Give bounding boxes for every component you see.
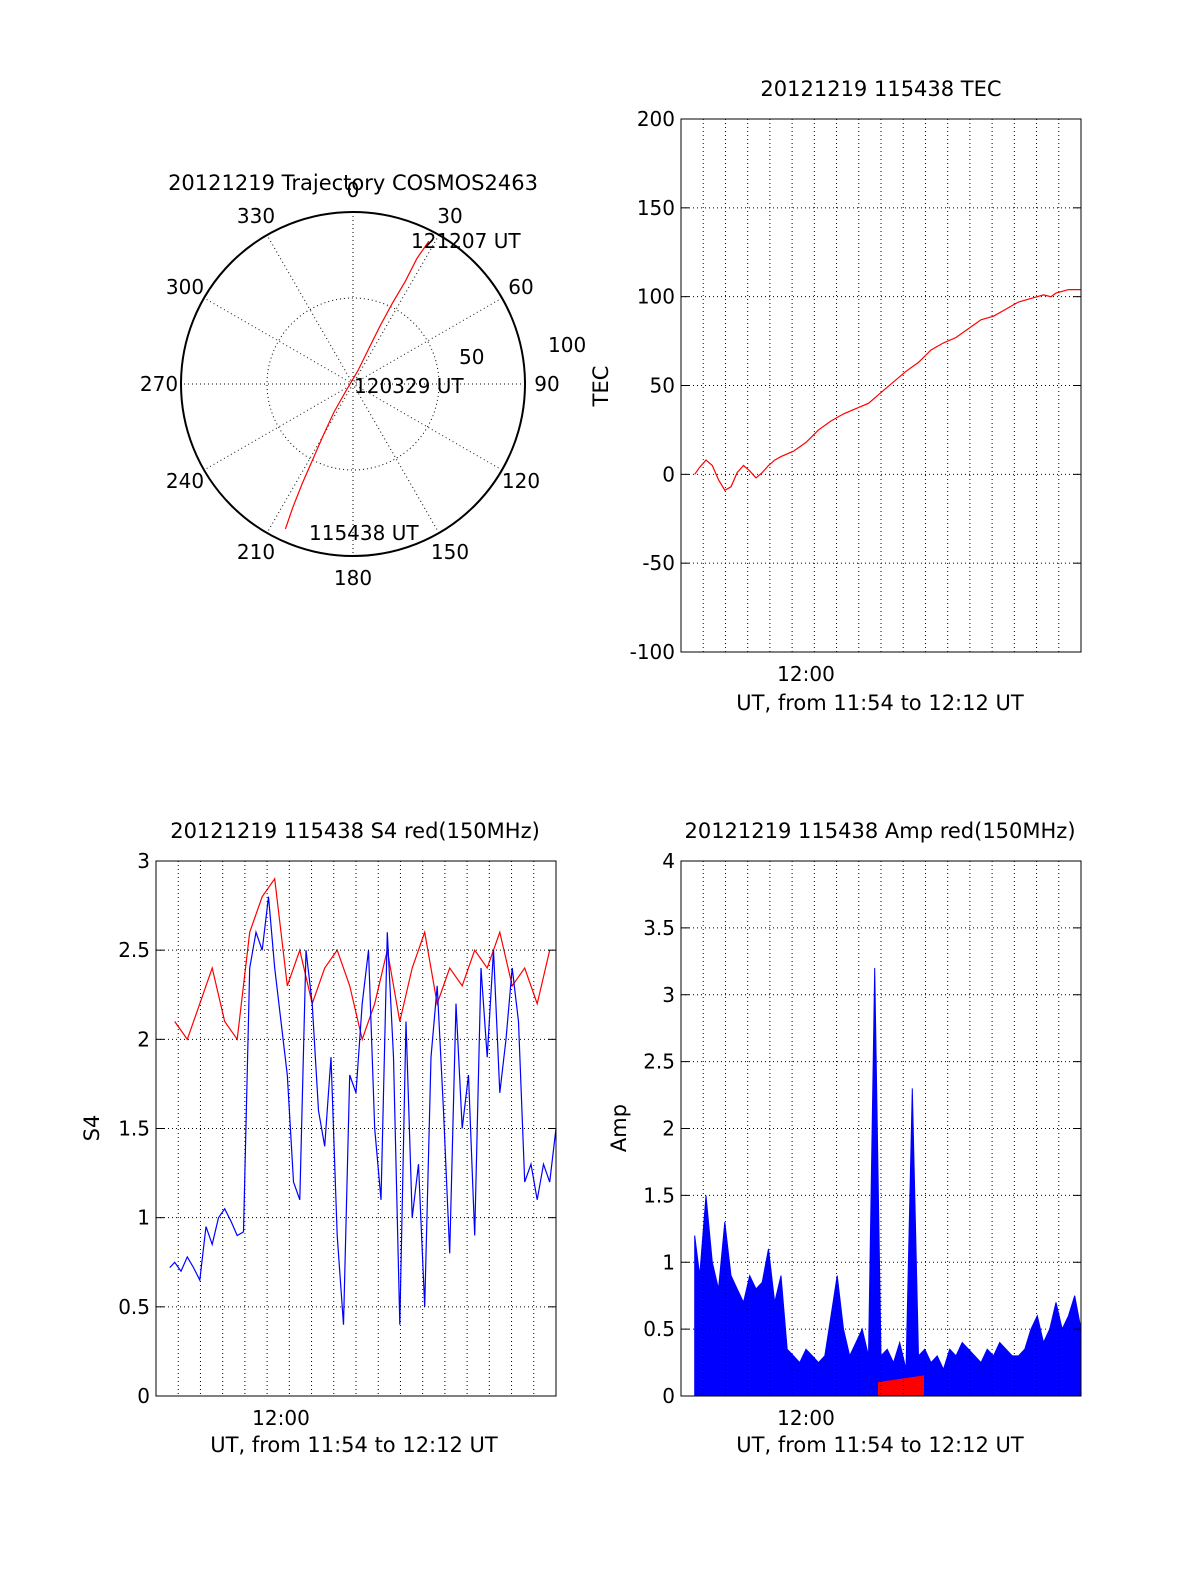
s4-y-axis-label: S4 xyxy=(80,1115,104,1142)
amp-grid xyxy=(681,860,1081,1397)
amp-y-tick-label: 3.5 xyxy=(643,916,675,940)
amp-plot-frame xyxy=(680,860,1082,1397)
tec-y-tick-labels: -100 -50 0 50 100 150 200 xyxy=(630,107,675,664)
polar-radial-label-100: 100 xyxy=(548,333,586,357)
s4-y-tick-label: 3 xyxy=(137,849,150,873)
s4-y-tick-labels: 0 0.5 1 1.5 2 2.5 3 xyxy=(118,849,150,1408)
s4-y-tick-label: 1.5 xyxy=(118,1117,150,1141)
polar-azimuth-label: 300 xyxy=(166,275,204,299)
amp-y-tick-label: 3 xyxy=(662,983,675,1007)
polar-azimuth-label: 270 xyxy=(140,372,178,396)
s4-series xyxy=(169,877,557,1325)
polar-radial-label-50: 50 xyxy=(459,345,484,369)
amp-y-tick-label: 0 xyxy=(662,1384,675,1408)
tec-y-tick-label: -50 xyxy=(642,551,675,575)
polar-spokes xyxy=(181,212,525,556)
polar-mid-label: 120329 UT xyxy=(354,374,464,398)
tec-x-tick-labels: 12:00 xyxy=(777,662,835,686)
s4-y-tick-label: 0 xyxy=(137,1384,150,1408)
amp-title: 20121219 115438 Amp red(150MHz) xyxy=(684,819,1075,843)
tec-grid xyxy=(681,118,1081,653)
tec-y-tick-label: 0 xyxy=(662,462,675,486)
tec-y-axis-label: TEC xyxy=(589,366,613,408)
s4-grid xyxy=(156,860,556,1397)
amp-series xyxy=(694,967,1082,1397)
polar-azimuth-label: 0 xyxy=(347,178,360,202)
amp-y-tick-labels: 0 0.5 1 1.5 2 2.5 3 3.5 4 xyxy=(643,849,675,1408)
s4-x-tick-labels: 12:00 xyxy=(252,1406,310,1430)
s4-y-tick-label: 1 xyxy=(137,1206,150,1230)
amp-chart: 20121219 115438 Amp red(150MHz) 0 0.5 1 1.5… xyxy=(607,819,1082,1457)
s4-chart: 20121219 115438 S4 red(150MHz) 0 0.5 1 1.5 2… xyxy=(80,819,557,1457)
s4-title: 20121219 115438 S4 red(150MHz) xyxy=(170,819,540,843)
amp-x-tick-label: 12:00 xyxy=(777,1406,835,1430)
amp-y-tick-label: 4 xyxy=(662,849,675,873)
tec-x-axis-label: UT, from 11:54 to 12:12 UT xyxy=(736,691,1024,715)
polar-trajectory-line xyxy=(284,240,430,530)
tec-plot-frame xyxy=(680,118,1082,653)
polar-inner-circle xyxy=(266,297,440,471)
tec-series-line xyxy=(694,289,1081,492)
polar-trajectory-chart: 20121219 Trajectory COSMOS2463 0 30 60 90 12… xyxy=(140,171,586,590)
s4-x-axis-label: UT, from 11:54 to 12:12 UT xyxy=(210,1433,498,1457)
amp-y-tick-label: 2.5 xyxy=(643,1050,675,1074)
tec-y-tick-label: -100 xyxy=(630,640,675,664)
amp-series-area-blue xyxy=(694,967,1082,1397)
s4-series-line-blue xyxy=(169,896,557,1325)
tec-y-tick-label: 200 xyxy=(637,107,675,131)
tec-chart: 20121219 115438 TEC -100-50050100150200 … xyxy=(589,77,1082,715)
polar-end-label: 121207 UT xyxy=(411,229,521,253)
amp-y-tick-label: 1.5 xyxy=(643,1183,675,1207)
s4-x-tick-label: 12:00 xyxy=(252,1406,310,1430)
s4-y-tick-label: 0.5 xyxy=(118,1295,150,1319)
amp-x-tick-labels: 12:00 xyxy=(777,1406,835,1430)
tec-x-tick-label: 12:00 xyxy=(777,662,835,686)
amp-y-tick-label: 2 xyxy=(662,1117,675,1141)
polar-azimuth-labels: 0 30 60 90 120 150 180 210 240 270 300 330 xyxy=(140,178,560,590)
amp-y-tick-label: 0.5 xyxy=(643,1317,675,1341)
polar-azimuth-label: 150 xyxy=(431,540,469,564)
polar-azimuth-label: 330 xyxy=(237,204,275,228)
tec-y-tick-label: 100 xyxy=(637,285,675,309)
polar-azimuth-label: 30 xyxy=(437,204,462,228)
polar-spoke xyxy=(266,234,440,534)
polar-title: 20121219 Trajectory COSMOS2463 xyxy=(168,171,538,195)
tec-y-tick-label: 50 xyxy=(650,374,675,398)
tec-title: 20121219 115438 TEC xyxy=(760,77,1001,101)
s4-y-tick-label: 2.5 xyxy=(118,938,150,962)
polar-start-label: 115438 UT xyxy=(309,521,419,545)
amp-y-axis-label: Amp xyxy=(607,1104,631,1152)
polar-azimuth-label: 180 xyxy=(334,566,372,590)
polar-azimuth-label: 60 xyxy=(508,275,533,299)
polar-azimuth-label: 120 xyxy=(502,469,540,493)
amp-y-tick-label: 1 xyxy=(662,1250,675,1274)
polar-azimuth-label: 240 xyxy=(166,469,204,493)
s4-plot-frame xyxy=(155,860,557,1397)
s4-series-line-red xyxy=(174,877,551,1042)
polar-azimuth-label: 90 xyxy=(534,372,559,396)
amp-x-axis-label: UT, from 11:54 to 12:12 UT xyxy=(736,1433,1024,1457)
tec-y-tick-label: 150 xyxy=(637,196,675,220)
polar-azimuth-label: 210 xyxy=(237,540,275,564)
s4-y-tick-label: 2 xyxy=(137,1027,150,1051)
